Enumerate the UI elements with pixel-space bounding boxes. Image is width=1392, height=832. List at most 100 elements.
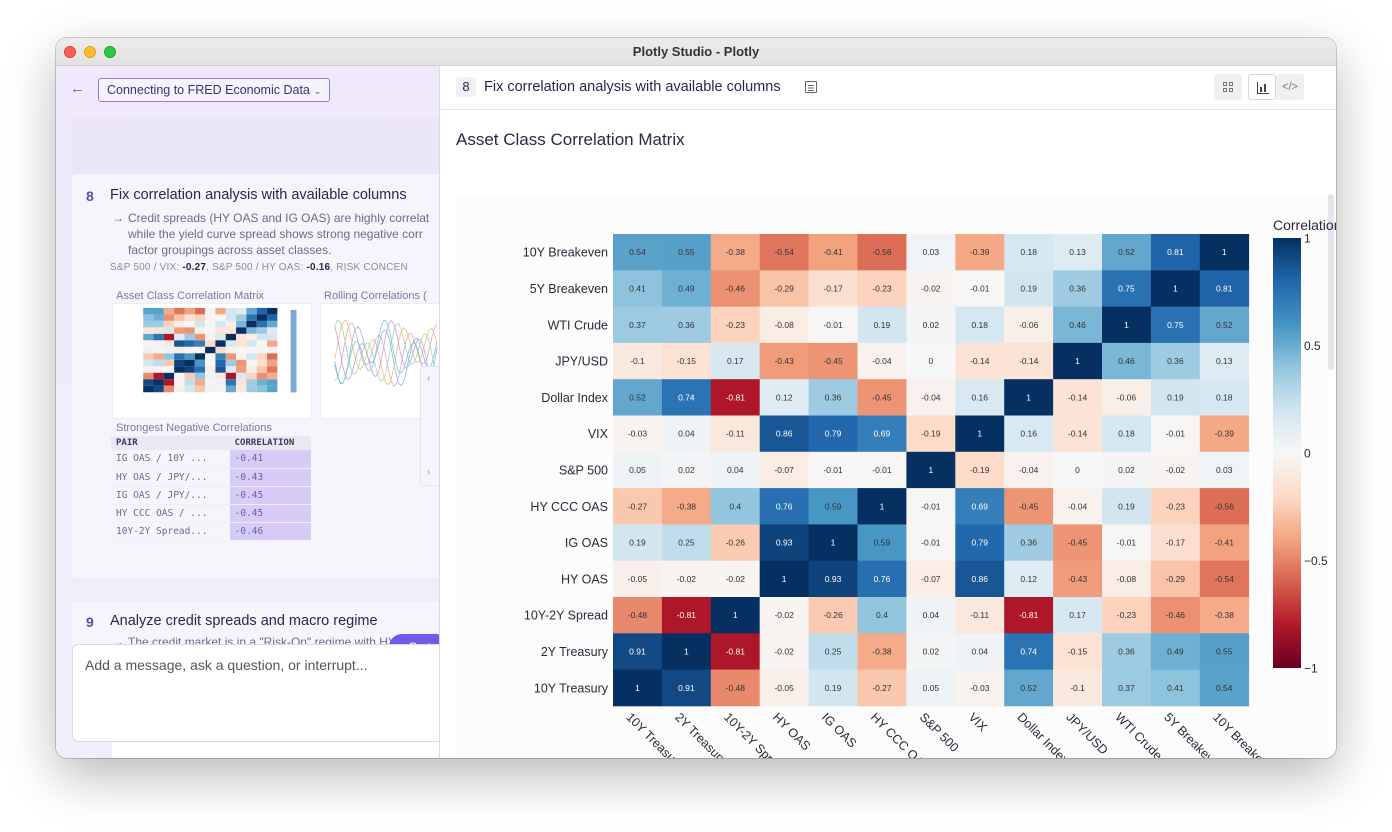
- heatmap-cell[interactable]: [955, 669, 1005, 707]
- heatmap-cell[interactable]: [955, 560, 1005, 598]
- heatmap-cell[interactable]: [1053, 234, 1103, 271]
- heatmap-cell[interactable]: [1102, 415, 1152, 453]
- heatmap-cell[interactable]: [1004, 306, 1054, 344]
- heatmap-cell[interactable]: [1004, 633, 1054, 670]
- close-window-button[interactable]: [64, 46, 76, 58]
- heatmap-cell[interactable]: [759, 415, 809, 453]
- heatmap-cell[interactable]: [955, 524, 1005, 562]
- heatmap-cell[interactable]: [710, 488, 761, 525]
- mini-line-chart-thumbnail[interactable]: [320, 303, 440, 419]
- heatmap-cell[interactable]: [1150, 633, 1201, 670]
- heatmap-cell[interactable]: [613, 488, 663, 525]
- grid-view-button[interactable]: [1214, 74, 1242, 100]
- heatmap-cell[interactable]: [710, 633, 761, 670]
- heatmap-cell[interactable]: [906, 560, 956, 598]
- heatmap-cell[interactable]: [1004, 451, 1054, 489]
- heatmap-cell[interactable]: [759, 379, 809, 416]
- project-select[interactable]: Connecting to FRED Economic Data ⌄: [98, 78, 331, 102]
- heatmap-cell[interactable]: [1004, 488, 1054, 525]
- heatmap-cell[interactable]: [857, 270, 907, 307]
- heatmap-cell[interactable]: [710, 306, 761, 344]
- heatmap-cell[interactable]: [808, 234, 858, 271]
- heatmap-cell[interactable]: [906, 270, 956, 307]
- heatmap-cell[interactable]: [1053, 669, 1103, 707]
- heatmap-cell[interactable]: [857, 451, 907, 489]
- heatmap-cell[interactable]: [613, 597, 663, 634]
- heatmap-cell[interactable]: [759, 633, 809, 670]
- heatmap-cell[interactable]: [857, 488, 907, 525]
- heatmap-cell[interactable]: [906, 488, 956, 525]
- heatmap-cell[interactable]: [1102, 488, 1152, 525]
- heatmap-cell[interactable]: [955, 270, 1005, 307]
- heatmap-cell[interactable]: [613, 379, 663, 416]
- heatmap-cell[interactable]: [661, 342, 712, 380]
- chat-input[interactable]: Add a message, ask a question, or interr…: [72, 644, 439, 742]
- heatmap-cell[interactable]: [1053, 633, 1103, 670]
- heatmap-cell[interactable]: [1199, 270, 1250, 307]
- heatmap-cell[interactable]: [857, 669, 907, 707]
- heatmap-cell[interactable]: [1102, 379, 1152, 416]
- heatmap-cell[interactable]: [857, 560, 907, 598]
- heatmap-cell[interactable]: [613, 415, 663, 453]
- heatmap-cell[interactable]: [1150, 342, 1201, 380]
- heatmap-cell[interactable]: [1150, 306, 1201, 344]
- heatmap-cell[interactable]: [710, 234, 761, 271]
- heatmap-cell[interactable]: [1053, 451, 1103, 489]
- heatmap-cell[interactable]: [808, 633, 858, 670]
- heatmap-cell[interactable]: [1053, 488, 1103, 525]
- heatmap-cell[interactable]: [710, 379, 761, 416]
- heatmap-cell[interactable]: [710, 415, 761, 453]
- heatmap-cell[interactable]: [1053, 524, 1103, 562]
- heatmap-cell[interactable]: [808, 379, 858, 416]
- heatmap-cell[interactable]: [661, 451, 712, 489]
- correlation-heatmap[interactable]: 0.54 0.55 -0.38 -0.54 -0.41 -0.56 0.03 -0.39 0.1…: [440, 66, 1336, 758]
- heatmap-cell[interactable]: [710, 597, 761, 634]
- heatmap-cell[interactable]: [1102, 560, 1152, 598]
- document-icon[interactable]: [805, 81, 817, 93]
- heatmap-cell[interactable]: [1150, 415, 1201, 453]
- heatmap-cell[interactable]: [1004, 234, 1054, 271]
- heatmap-cell[interactable]: [1004, 379, 1054, 416]
- heatmap-cell[interactable]: [710, 669, 761, 707]
- heatmap-cell[interactable]: [1102, 597, 1152, 634]
- heatmap-cell[interactable]: [1199, 633, 1250, 670]
- heatmap-cell[interactable]: [857, 234, 907, 271]
- mini-heatmap-thumbnail[interactable]: [112, 303, 312, 419]
- heatmap-cell[interactable]: [710, 524, 761, 562]
- heatmap-cell[interactable]: [613, 306, 663, 344]
- heatmap-cell[interactable]: [906, 633, 956, 670]
- heatmap-cell[interactable]: [955, 633, 1005, 670]
- heatmap-cell[interactable]: [1199, 234, 1250, 271]
- heatmap-cell[interactable]: [759, 524, 809, 562]
- heatmap-cell[interactable]: [661, 306, 712, 344]
- heatmap-cell[interactable]: [955, 451, 1005, 489]
- heatmap-cell[interactable]: [955, 306, 1005, 344]
- heatmap-cell[interactable]: [613, 524, 663, 562]
- heatmap-cell[interactable]: [1150, 234, 1201, 271]
- heatmap-cell[interactable]: [955, 415, 1005, 453]
- heatmap-cell[interactable]: [661, 597, 712, 634]
- heatmap-cell[interactable]: [955, 488, 1005, 525]
- heatmap-cell[interactable]: [661, 270, 712, 307]
- heatmap-cell[interactable]: [1053, 597, 1103, 634]
- heatmap-cell[interactable]: [1004, 560, 1054, 598]
- heatmap-cell[interactable]: [808, 270, 858, 307]
- heatmap-cell[interactable]: [710, 451, 761, 489]
- heatmap-cell[interactable]: [1004, 342, 1054, 380]
- heatmap-cell[interactable]: [1102, 451, 1152, 489]
- heatmap-cell[interactable]: [759, 234, 809, 271]
- heatmap-cell[interactable]: [1199, 488, 1250, 525]
- heatmap-cell[interactable]: [1102, 270, 1152, 307]
- heatmap-cell[interactable]: [906, 342, 956, 380]
- heatmap-cell[interactable]: [613, 633, 663, 670]
- panel-collapse-handle[interactable]: ‹ ›: [420, 366, 439, 486]
- heatmap-cell[interactable]: [906, 597, 956, 634]
- heatmap-cell[interactable]: [857, 306, 907, 344]
- heatmap-cell[interactable]: [661, 669, 712, 707]
- heatmap-cell[interactable]: [906, 234, 956, 271]
- heatmap-cell[interactable]: [661, 633, 712, 670]
- heatmap-cell[interactable]: [1053, 270, 1103, 307]
- heatmap-cell[interactable]: [1004, 270, 1054, 307]
- heatmap-cell[interactable]: [1102, 524, 1152, 562]
- heatmap-cell[interactable]: [759, 669, 809, 707]
